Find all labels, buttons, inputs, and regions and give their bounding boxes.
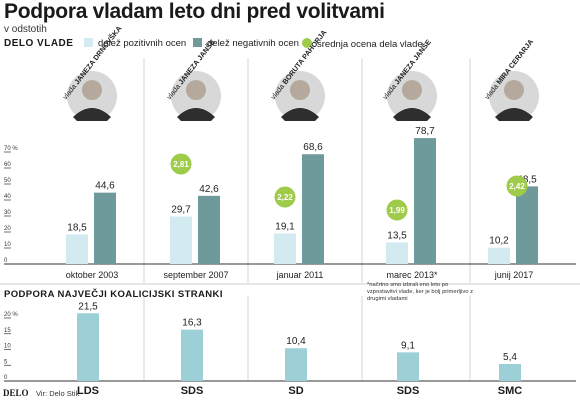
chart-subtitle: v odstotih (4, 24, 47, 35)
party-value-2: 16,3 (182, 318, 202, 329)
y-tick-label-2-10: 10 (4, 344, 11, 350)
average-bubble-5 (506, 175, 528, 197)
party-label-3: SD (288, 385, 303, 397)
portrait-suit-5 (495, 108, 533, 121)
bar-positive-5 (488, 247, 510, 264)
portrait-suit-4 (393, 108, 431, 121)
average-label-2: 2,81 (173, 160, 189, 169)
bar-negative-2 (198, 195, 220, 264)
bar-positive-4 (386, 242, 408, 264)
y-tick-label-2-15: 15 (4, 328, 11, 334)
party-value-4: 9,1 (401, 340, 415, 351)
portrait-head-5 (504, 80, 524, 100)
data-label-negative-4: 78,7 (415, 126, 435, 137)
data-label-negative-2: 42,6 (199, 184, 219, 195)
party-bar-4 (397, 352, 419, 381)
y-tick-label-1-50: 50 (4, 178, 11, 184)
portrait-head-3 (290, 80, 310, 100)
portrait-head-1 (82, 80, 102, 100)
y-tick-label-1-10: 10 (4, 242, 11, 248)
legend-item-negative: delež negativnih ocen (193, 38, 299, 49)
portrait-head-2 (186, 80, 206, 100)
data-label-negative-3: 68,6 (303, 142, 323, 153)
party-label-1: LDS (77, 385, 99, 397)
bar-negative-5 (516, 186, 538, 264)
average-bubble-4 (386, 199, 408, 221)
party-label-2: SDS (181, 385, 204, 397)
legend-swatch-positive (84, 38, 93, 47)
x-label-1-5: junij 2017 (494, 270, 534, 280)
portrait-suit-3 (281, 108, 319, 121)
average-label-4: 1,99 (389, 206, 405, 215)
legend-swatch-negative (193, 38, 202, 47)
x-label-1-1: oktober 2003 (66, 270, 119, 280)
y-tick-label-1-0: 0 (4, 258, 8, 264)
y-tick-label-1-40: 40 (4, 194, 11, 200)
data-label-positive-2: 29,7 (171, 204, 191, 215)
legend-item-positive: delež pozitivnih ocen (84, 38, 186, 49)
section-label-party: PODPORA NAJVEČJI KOALICIJSKI STRANKI (4, 289, 223, 300)
party-bar-5 (499, 363, 521, 381)
party-value-5: 5,4 (503, 352, 517, 363)
chart-title: Podpora vladam leto dni pred volitvami (4, 0, 385, 23)
footer-source: Vir: Delo Stik (36, 389, 80, 398)
footer-logo: DELO (3, 388, 29, 398)
y-tick-label-2-5: 5 (4, 359, 8, 365)
party-bar-1 (77, 313, 99, 381)
data-label-negative-1: 44,6 (95, 181, 115, 192)
section-label-government: DELO VLADE (4, 38, 74, 49)
x-label-1-3: januar 2011 (276, 270, 324, 280)
data-label-negative-5: 48,5 (517, 174, 537, 185)
party-value-1: 21,5 (78, 301, 98, 312)
x-label-1-2: september 2007 (163, 270, 228, 280)
y-tick-label-1-70: 70 % (4, 146, 18, 152)
bar-positive-2 (170, 216, 192, 264)
bar-positive-3 (274, 233, 296, 264)
y-tick-label-1-60: 60 (4, 162, 11, 168)
x-label-1-4: marec 2013* (386, 270, 438, 280)
average-bubble-2 (170, 153, 192, 175)
portrait-suit-1 (73, 108, 111, 121)
y-tick-label-2-0: 0 (4, 375, 8, 381)
average-bubble-3 (274, 186, 296, 208)
y-tick-label-1-30: 30 (4, 210, 11, 216)
bar-positive-1 (66, 234, 88, 264)
bar-negative-1 (94, 192, 116, 264)
party-bar-2 (181, 329, 203, 381)
legend-item-average: srednja ocena dela vlade (302, 38, 423, 50)
party-bar-3 (285, 348, 307, 381)
data-label-positive-3: 19,1 (275, 221, 295, 232)
legend-label-negative: delež negativnih ocen (207, 38, 299, 49)
legend-label-positive: delež pozitivnih ocen (98, 38, 187, 49)
legend-label-average: srednja ocena dela vlade (317, 39, 423, 50)
average-label-5: 2,42 (509, 182, 525, 191)
party-label-4: SDS (397, 385, 420, 397)
data-label-positive-5: 10,2 (489, 236, 509, 247)
footnote: *načrtno smo izbrali eno leto po vzposta… (367, 282, 473, 302)
bar-negative-4 (414, 138, 436, 264)
portrait-head-4 (402, 80, 422, 100)
average-label-3: 2,22 (277, 193, 293, 202)
party-label-5: SMC (498, 385, 523, 397)
y-tick-label-1-20: 20 (4, 226, 11, 232)
data-label-positive-1: 18,5 (67, 222, 87, 233)
legend-swatch-average (302, 38, 312, 48)
data-label-positive-4: 13,5 (387, 230, 407, 241)
portrait-suit-2 (177, 108, 215, 121)
party-value-3: 10,4 (286, 336, 306, 347)
y-tick-label-2-20: 20 % (4, 312, 18, 318)
bar-negative-3 (302, 154, 324, 264)
